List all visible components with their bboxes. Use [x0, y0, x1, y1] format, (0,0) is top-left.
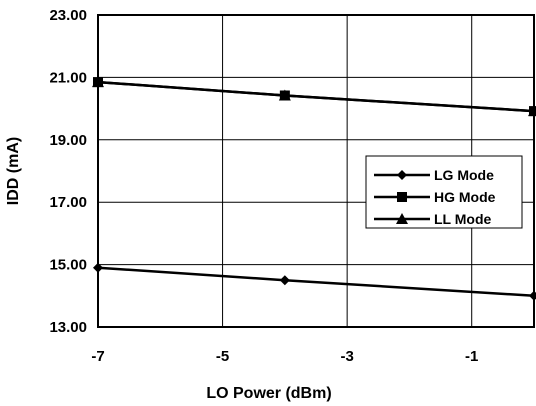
- series-layer: [92, 76, 536, 301]
- y-tick-label-1: 15.00: [49, 257, 87, 274]
- x-tick-label-1: -5: [216, 348, 229, 365]
- series-lg-mode: [93, 262, 536, 301]
- legend-label-2: LL Mode: [434, 211, 492, 227]
- legend-box: [365, 155, 523, 229]
- x-tick-label-2: -3: [340, 348, 353, 365]
- legend-label-1: HG Mode: [434, 189, 496, 205]
- data-point-0-1: [279, 275, 290, 286]
- series-ll-mode: [92, 76, 536, 117]
- data-point-0-0: [93, 262, 103, 273]
- plot-area: [97, 14, 535, 328]
- y-axis-title: IDD (mA): [5, 137, 22, 205]
- legend-item-hg-mode: HG Mode: [374, 189, 496, 205]
- y-tick-label-0: 13.00: [49, 319, 87, 336]
- y-tick-label-2: 17.00: [49, 194, 87, 211]
- legend-marker-1: [397, 192, 407, 202]
- x-axis-title: LO Power (dBm): [206, 385, 331, 402]
- x-tick-label-3: -1: [465, 348, 478, 365]
- y-tick-label-5: 23.00: [49, 7, 87, 24]
- legend-label-0: LG Mode: [434, 167, 494, 183]
- x-tick-label-0: -7: [91, 348, 104, 365]
- legend-marker-0: [397, 170, 407, 180]
- data-point-2-0: [92, 76, 104, 88]
- legend-marker-2: [396, 213, 408, 224]
- data-point-2-2: [528, 105, 536, 117]
- legend-item-lg-mode: LG Mode: [374, 167, 494, 183]
- legend: LG Mode HG Mode LL Mode: [365, 155, 523, 229]
- tick-labels: 13.00 15.00 17.00 19.00 21.00 23.00 -7 -5 -3 -1: [49, 7, 478, 365]
- y-tick-label-3: 19.00: [49, 132, 87, 149]
- data-point-2-1: [278, 89, 291, 101]
- y-tick-label-4: 21.00: [49, 69, 87, 86]
- legend-item-ll-mode: LL Mode: [374, 211, 492, 227]
- data-point-0-2: [529, 290, 536, 301]
